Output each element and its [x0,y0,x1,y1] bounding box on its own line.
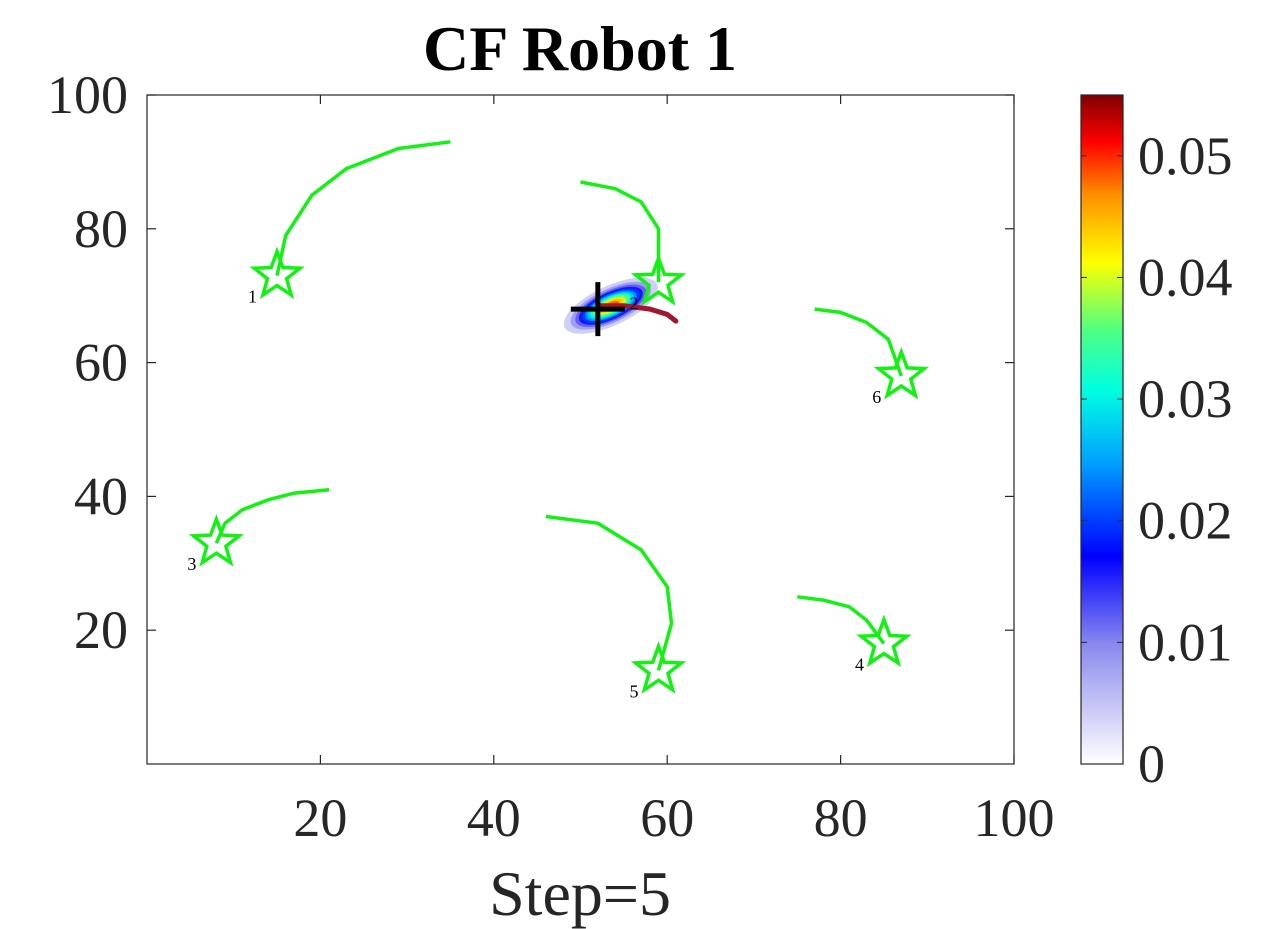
colorbar-tick-label: 0 [1138,734,1165,794]
x-tick-label: 40 [467,788,521,848]
y-tick-label: 20 [74,600,128,660]
target-label: 6 [872,387,881,407]
plot-area: 1 2 3 4 5 6 [147,95,1014,764]
y-tick-label: 60 [74,333,128,393]
colorbar: 0 0.01 0.02 0.03 0.04 0.05 [1081,95,1233,794]
target-label: 1 [248,287,257,307]
x-tick-label: 20 [293,788,347,848]
x-tick-label: 100 [974,788,1055,848]
x-tick-label: 80 [814,788,868,848]
target-label: 2 [630,293,639,313]
y-tick-label: 80 [74,199,128,259]
colorbar-gradient [1081,95,1123,764]
y-tick-label: 100 [47,65,128,125]
target-label: 3 [187,554,196,574]
colorbar-tick-label: 0.05 [1138,126,1233,186]
y-tick-label: 40 [74,466,128,526]
plot-frame [147,95,1014,764]
colorbar-tick-label: 0.01 [1138,612,1233,672]
colorbar-tick-label: 0.02 [1138,491,1233,551]
chart-title: CF Robot 1 [423,13,737,84]
target-label: 5 [630,681,639,701]
target-label: 4 [855,655,864,675]
colorbar-tick-label: 0.04 [1138,247,1233,307]
colorbar-tick-label: 0.03 [1138,369,1233,429]
y-tick-labels: 20 40 60 80 100 [47,65,128,660]
x-tick-label: 60 [640,788,694,848]
x-tick-labels: 20 40 60 80 100 [293,788,1054,848]
x-axis-label: Step=5 [489,858,671,929]
